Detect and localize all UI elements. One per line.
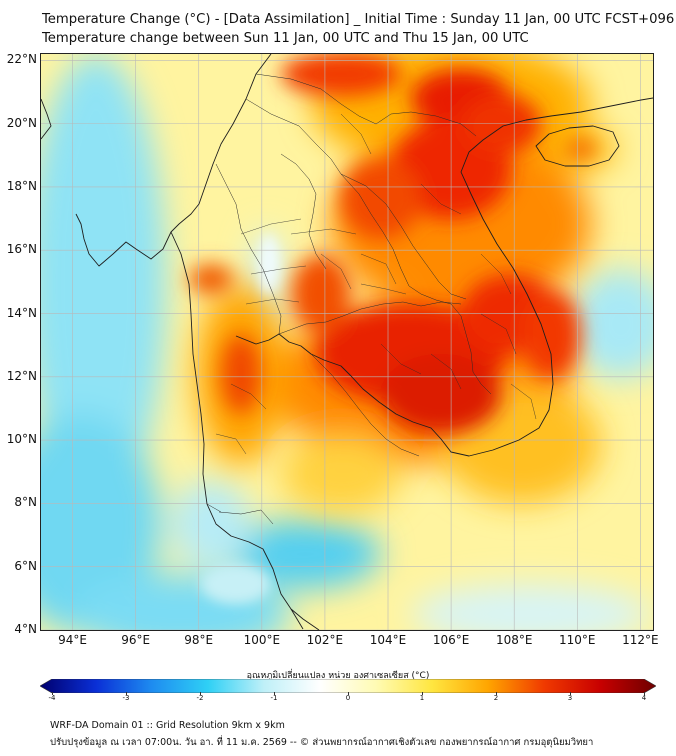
light-anomaly-patches bbox=[201, 234, 279, 604]
colorbar-tick-label: -1 bbox=[270, 694, 278, 702]
colorbar-ramp bbox=[39, 678, 657, 694]
colorbar-tick-label: -3 bbox=[122, 694, 130, 702]
lon-label: 104°E bbox=[369, 633, 407, 647]
colorbar-tick-label: 2 bbox=[493, 694, 499, 702]
lon-label: 102°E bbox=[306, 633, 344, 647]
temperature-change-map bbox=[40, 53, 654, 631]
colorbar-tick-label: 4 bbox=[641, 694, 647, 702]
coastlines bbox=[41, 54, 653, 630]
lat-label: 22°N bbox=[6, 52, 37, 67]
colorbar-tick-mark bbox=[126, 692, 127, 695]
colorbar-tick-label: 0 bbox=[345, 694, 351, 702]
colorbar-tick-mark bbox=[422, 692, 423, 695]
colorbar-graphic bbox=[39, 678, 657, 694]
colorbar-tick-mark bbox=[52, 692, 53, 695]
lat-label: 10°N bbox=[6, 432, 37, 447]
colorbar-tick-label: 1 bbox=[419, 694, 425, 702]
colorbar-tick-label: 3 bbox=[567, 694, 573, 702]
country-borders bbox=[206, 73, 492, 525]
lat-label: 14°N bbox=[6, 305, 37, 320]
lon-label: 96°E bbox=[121, 633, 151, 647]
lon-label: 98°E bbox=[184, 633, 214, 647]
graticule-lines bbox=[41, 54, 653, 630]
footer-credit: ปรับปรุงข้อมูล ณ เวลา 07:00น. วัน อา. ที… bbox=[50, 737, 594, 748]
cool-anomaly-field bbox=[41, 54, 653, 630]
colorbar-tick-mark bbox=[274, 692, 275, 695]
map-subtitle: Temperature change between Sun 11 Jan, 0… bbox=[42, 31, 529, 46]
colorbar-tick-mark bbox=[570, 692, 571, 695]
colorbar-tick-mark bbox=[496, 692, 497, 695]
colorbar-tick-label: -4 bbox=[48, 694, 56, 702]
lat-label: 4°N bbox=[14, 622, 37, 636]
map-title: Temperature Change (°C) - [Data Assimila… bbox=[42, 12, 675, 27]
lat-label: 16°N bbox=[6, 242, 37, 257]
colorbar-tick-mark bbox=[644, 692, 645, 695]
lon-label: 112°E bbox=[622, 633, 659, 647]
lat-label: 8°N bbox=[14, 495, 37, 510]
lat-label: 18°N bbox=[6, 178, 37, 193]
colorbar-tick-mark bbox=[200, 692, 201, 695]
lat-label: 20°N bbox=[6, 115, 37, 130]
footer-model-info: WRF-DA Domain 01 :: Grid Resolution 9km … bbox=[50, 720, 285, 731]
province-borders bbox=[215, 113, 537, 455]
map-canvas bbox=[41, 54, 653, 630]
colorbar bbox=[39, 678, 657, 694]
lon-label: 106°E bbox=[432, 633, 470, 647]
colorbar-tick-label: -2 bbox=[196, 694, 204, 702]
lon-label: 100°E bbox=[243, 633, 281, 647]
lon-label: 94°E bbox=[58, 633, 87, 647]
colorbar-tick-mark bbox=[348, 692, 349, 695]
lat-label: 6°N bbox=[14, 558, 37, 573]
lon-label: 110°E bbox=[559, 633, 596, 647]
lon-label: 108°E bbox=[495, 633, 533, 647]
colorbar-label: อุณหภูมิเปลี่ยนแปลง หน่วย องศาเซลเซียส (… bbox=[246, 671, 430, 681]
lat-label: 12°N bbox=[6, 368, 37, 383]
strong-warm-anomaly-field bbox=[189, 54, 595, 434]
